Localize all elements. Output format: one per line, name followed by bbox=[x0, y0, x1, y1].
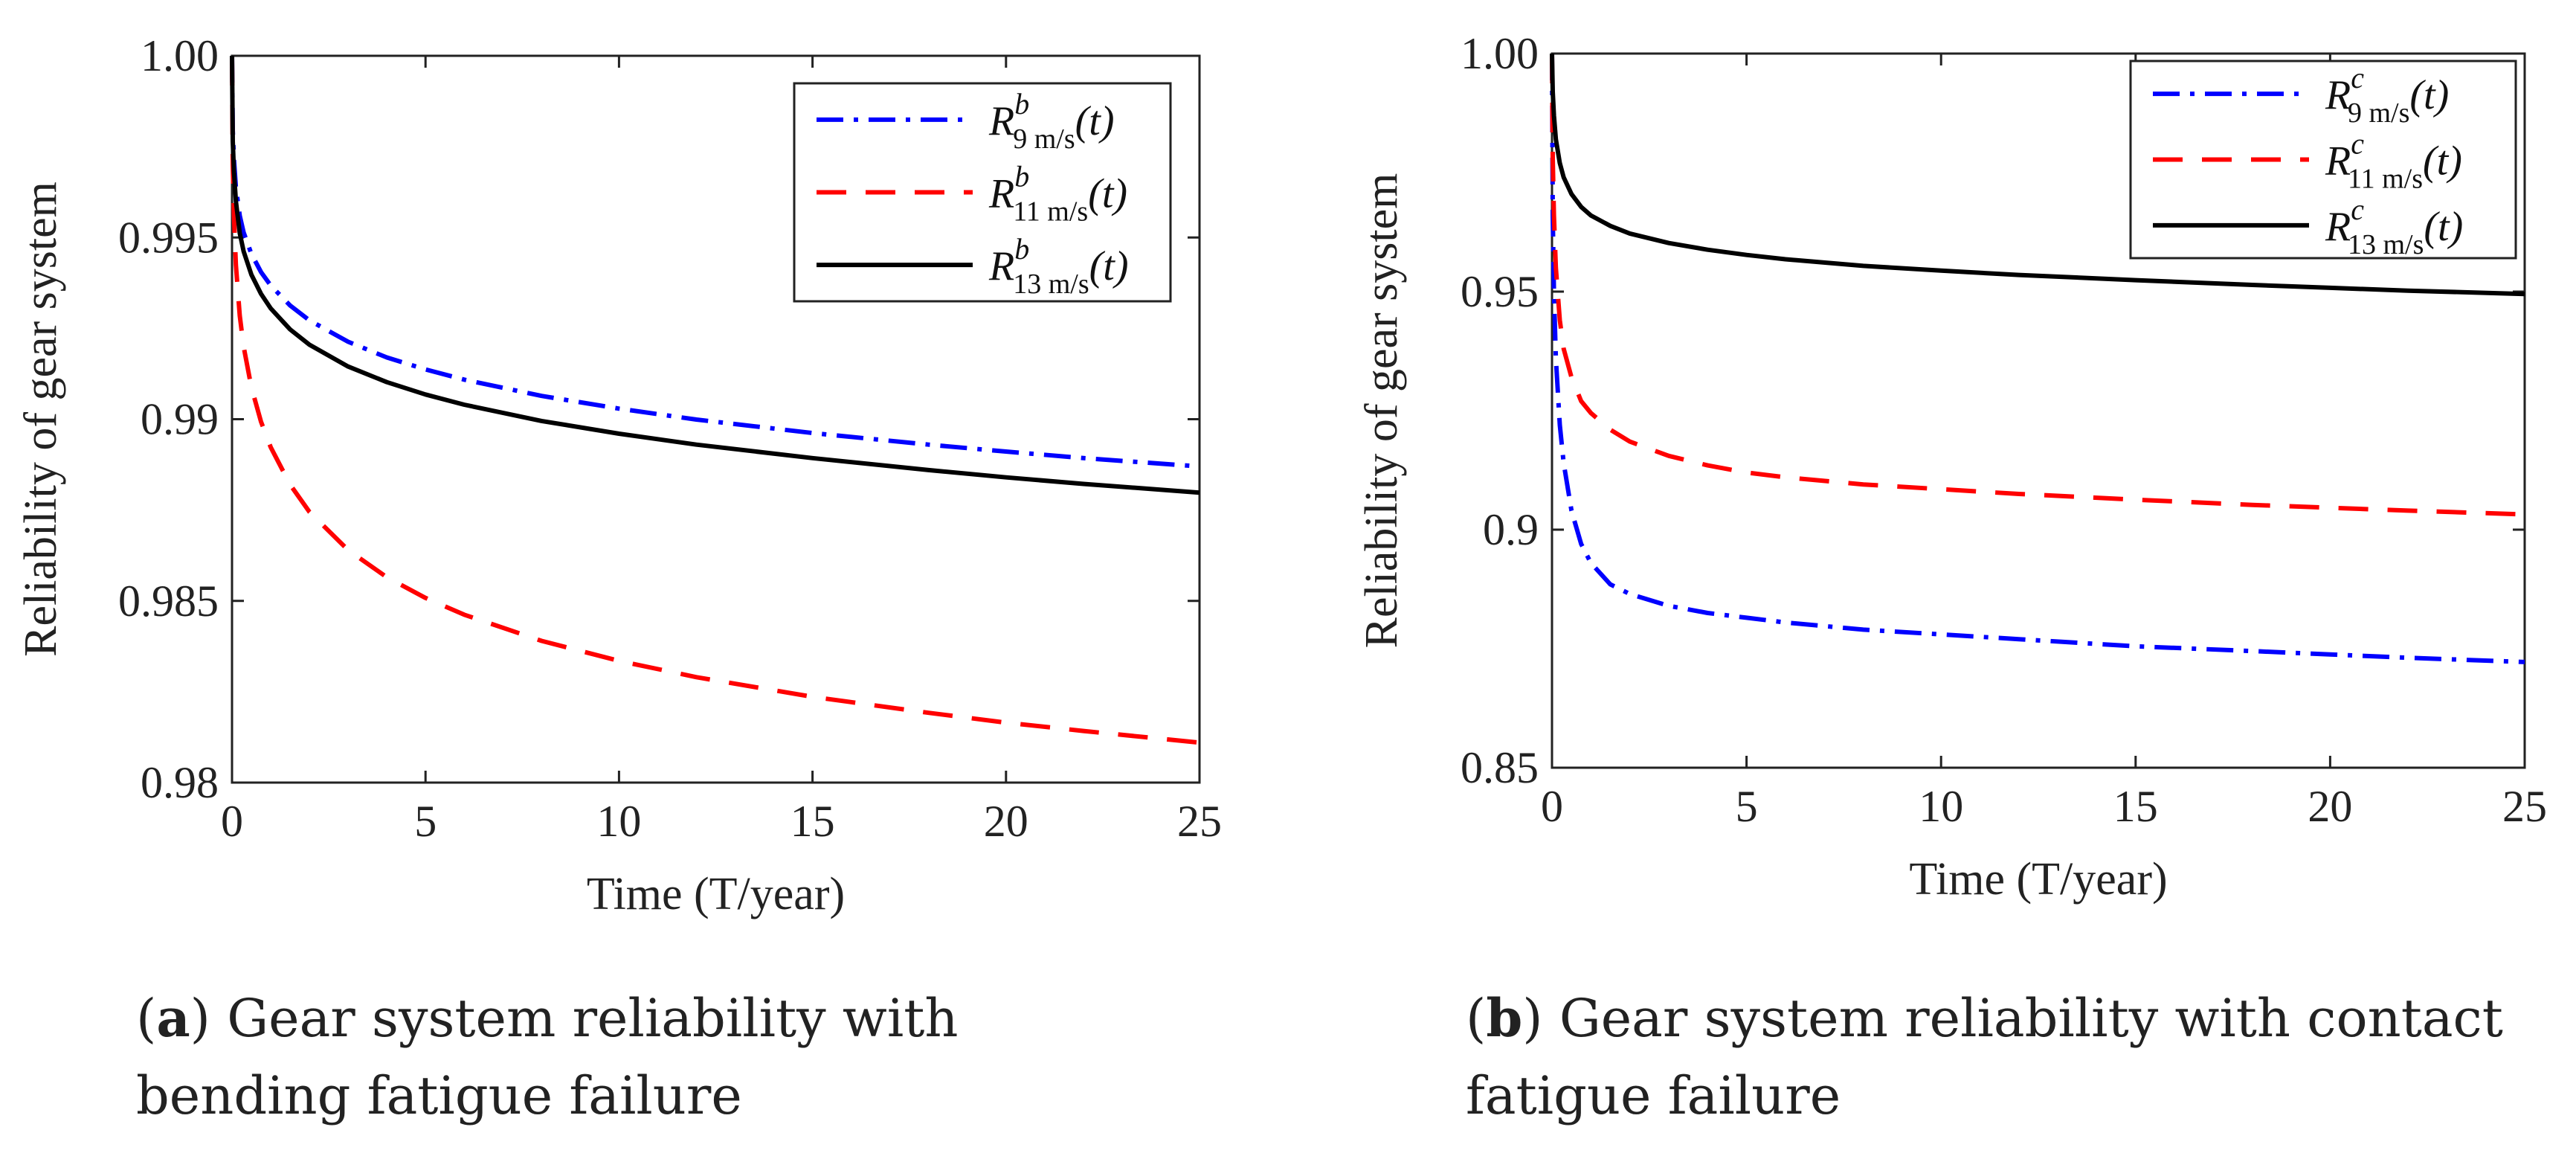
x-tick-label: 20 bbox=[2308, 782, 2352, 831]
x-tick-label: 15 bbox=[790, 797, 835, 846]
y-axis-label: Reliability of gear system bbox=[16, 182, 66, 657]
caption-b: (b) Gear system reliability with contact… bbox=[1466, 987, 2503, 1126]
y-tick-label: 0.95 bbox=[1461, 267, 1539, 316]
series-line-11-m-s bbox=[230, 55, 1200, 745]
legend-sub: 11 m/s bbox=[2348, 164, 2423, 195]
legend-arg: (t) bbox=[1088, 171, 1127, 217]
chart-panel-b: 0 5 10 15 20 25 0.85 0.9 0.95 1.00 Time (T/year) Re… bbox=[1356, 29, 2547, 905]
legend: Rb 9 m/s(t)Rb 11 m/s(t)Rb 13 m/s(t) bbox=[793, 82, 1172, 303]
x-tick-label: 20 bbox=[984, 797, 1028, 846]
y-tick-label: 0.9 bbox=[1483, 505, 1539, 554]
series-line-11-m-s bbox=[1550, 53, 2525, 517]
legend-sub: 9 m/s bbox=[1013, 123, 1075, 155]
legend-sup: b bbox=[1014, 232, 1029, 266]
x-tick-label: 5 bbox=[1736, 782, 1758, 831]
y-tick-label: 0.995 bbox=[118, 213, 219, 262]
legend-arg: (t) bbox=[1075, 98, 1115, 144]
legend-entry: Rc 13 m/s(t) bbox=[2325, 193, 2463, 260]
legend-entry: Rc 11 m/s(t) bbox=[2325, 127, 2462, 195]
x-tick-label: 25 bbox=[2502, 782, 2547, 831]
series-line-9-m-s bbox=[230, 55, 1200, 469]
legend-arg: (t) bbox=[2423, 138, 2462, 184]
legend-sup: c bbox=[2351, 61, 2364, 94]
legend: Rc 9 m/s(t)Rc 11 m/s(t)Rc 13 m/s(t) bbox=[2129, 60, 2517, 260]
legend-sup: c bbox=[2351, 127, 2364, 161]
y-tick-label: 0.99 bbox=[141, 395, 219, 444]
legend-sub: 13 m/s bbox=[1013, 269, 1089, 300]
legend-entry: Rb 9 m/s(t) bbox=[988, 87, 1114, 155]
x-tick-label: 5 bbox=[414, 797, 437, 846]
y-tick-label: 1.00 bbox=[141, 31, 219, 80]
legend-entry: Rc 9 m/s(t) bbox=[2325, 61, 2449, 129]
legend-arg: (t) bbox=[2424, 204, 2463, 250]
x-tick-label: 10 bbox=[596, 797, 641, 846]
legend-base: R bbox=[2325, 204, 2351, 250]
legend-sup: b bbox=[1014, 160, 1029, 193]
caption-a-text: Gear system reliability with bending fat… bbox=[136, 988, 959, 1126]
y-tick-label: 0.985 bbox=[118, 577, 219, 626]
y-axis-label: Reliability of gear system bbox=[1356, 173, 1407, 649]
legend-base: R bbox=[2325, 138, 2351, 184]
caption-a: (a) Gear system reliability with bending… bbox=[136, 987, 959, 1126]
legend-base: R bbox=[988, 243, 1014, 289]
legend-sup: c bbox=[2351, 193, 2364, 226]
caption-a-label: a bbox=[156, 987, 190, 1049]
x-tick-label: 25 bbox=[1177, 797, 1222, 846]
series-line-13-m-s bbox=[1550, 53, 2525, 297]
legend-sup: b bbox=[1014, 87, 1029, 121]
legend-entry: Rb 13 m/s(t) bbox=[988, 232, 1128, 300]
caption-b-label: b bbox=[1486, 987, 1523, 1049]
series-line-9-m-s bbox=[1550, 53, 2525, 664]
x-tick-label: 0 bbox=[221, 797, 243, 846]
y-tick-label: 0.85 bbox=[1461, 743, 1539, 792]
y-tick-label: 0.98 bbox=[141, 758, 219, 807]
series-line-13-m-s bbox=[230, 55, 1200, 495]
plot-frame bbox=[1551, 52, 2526, 769]
x-axis-label: Time (T/year) bbox=[1909, 854, 2167, 905]
legend-arg: (t) bbox=[1089, 243, 1129, 289]
chart-panel-a: 0 5 10 15 20 25 0.98 0.985 0.99 0.995 1.00 Time (T/… bbox=[16, 31, 1222, 919]
x-tick-label: 10 bbox=[1919, 782, 1963, 831]
legend-sub: 9 m/s bbox=[2348, 97, 2409, 129]
legend-arg: (t) bbox=[2409, 72, 2449, 118]
x-tick-label: 15 bbox=[2113, 782, 2158, 831]
x-tick-label: 0 bbox=[1541, 782, 1563, 831]
caption-b-text: Gear system reliability with contact fat… bbox=[1466, 988, 2503, 1126]
y-tick-label: 1.00 bbox=[1461, 29, 1539, 78]
x-axis-label: Time (T/year) bbox=[587, 869, 845, 919]
legend-base: R bbox=[988, 171, 1014, 217]
legend-base: R bbox=[988, 98, 1014, 144]
legend-entry: Rb 11 m/s(t) bbox=[988, 160, 1127, 228]
legend-sub: 13 m/s bbox=[2348, 229, 2424, 260]
legend-base: R bbox=[2325, 72, 2351, 118]
legend-sub: 11 m/s bbox=[1013, 196, 1088, 228]
